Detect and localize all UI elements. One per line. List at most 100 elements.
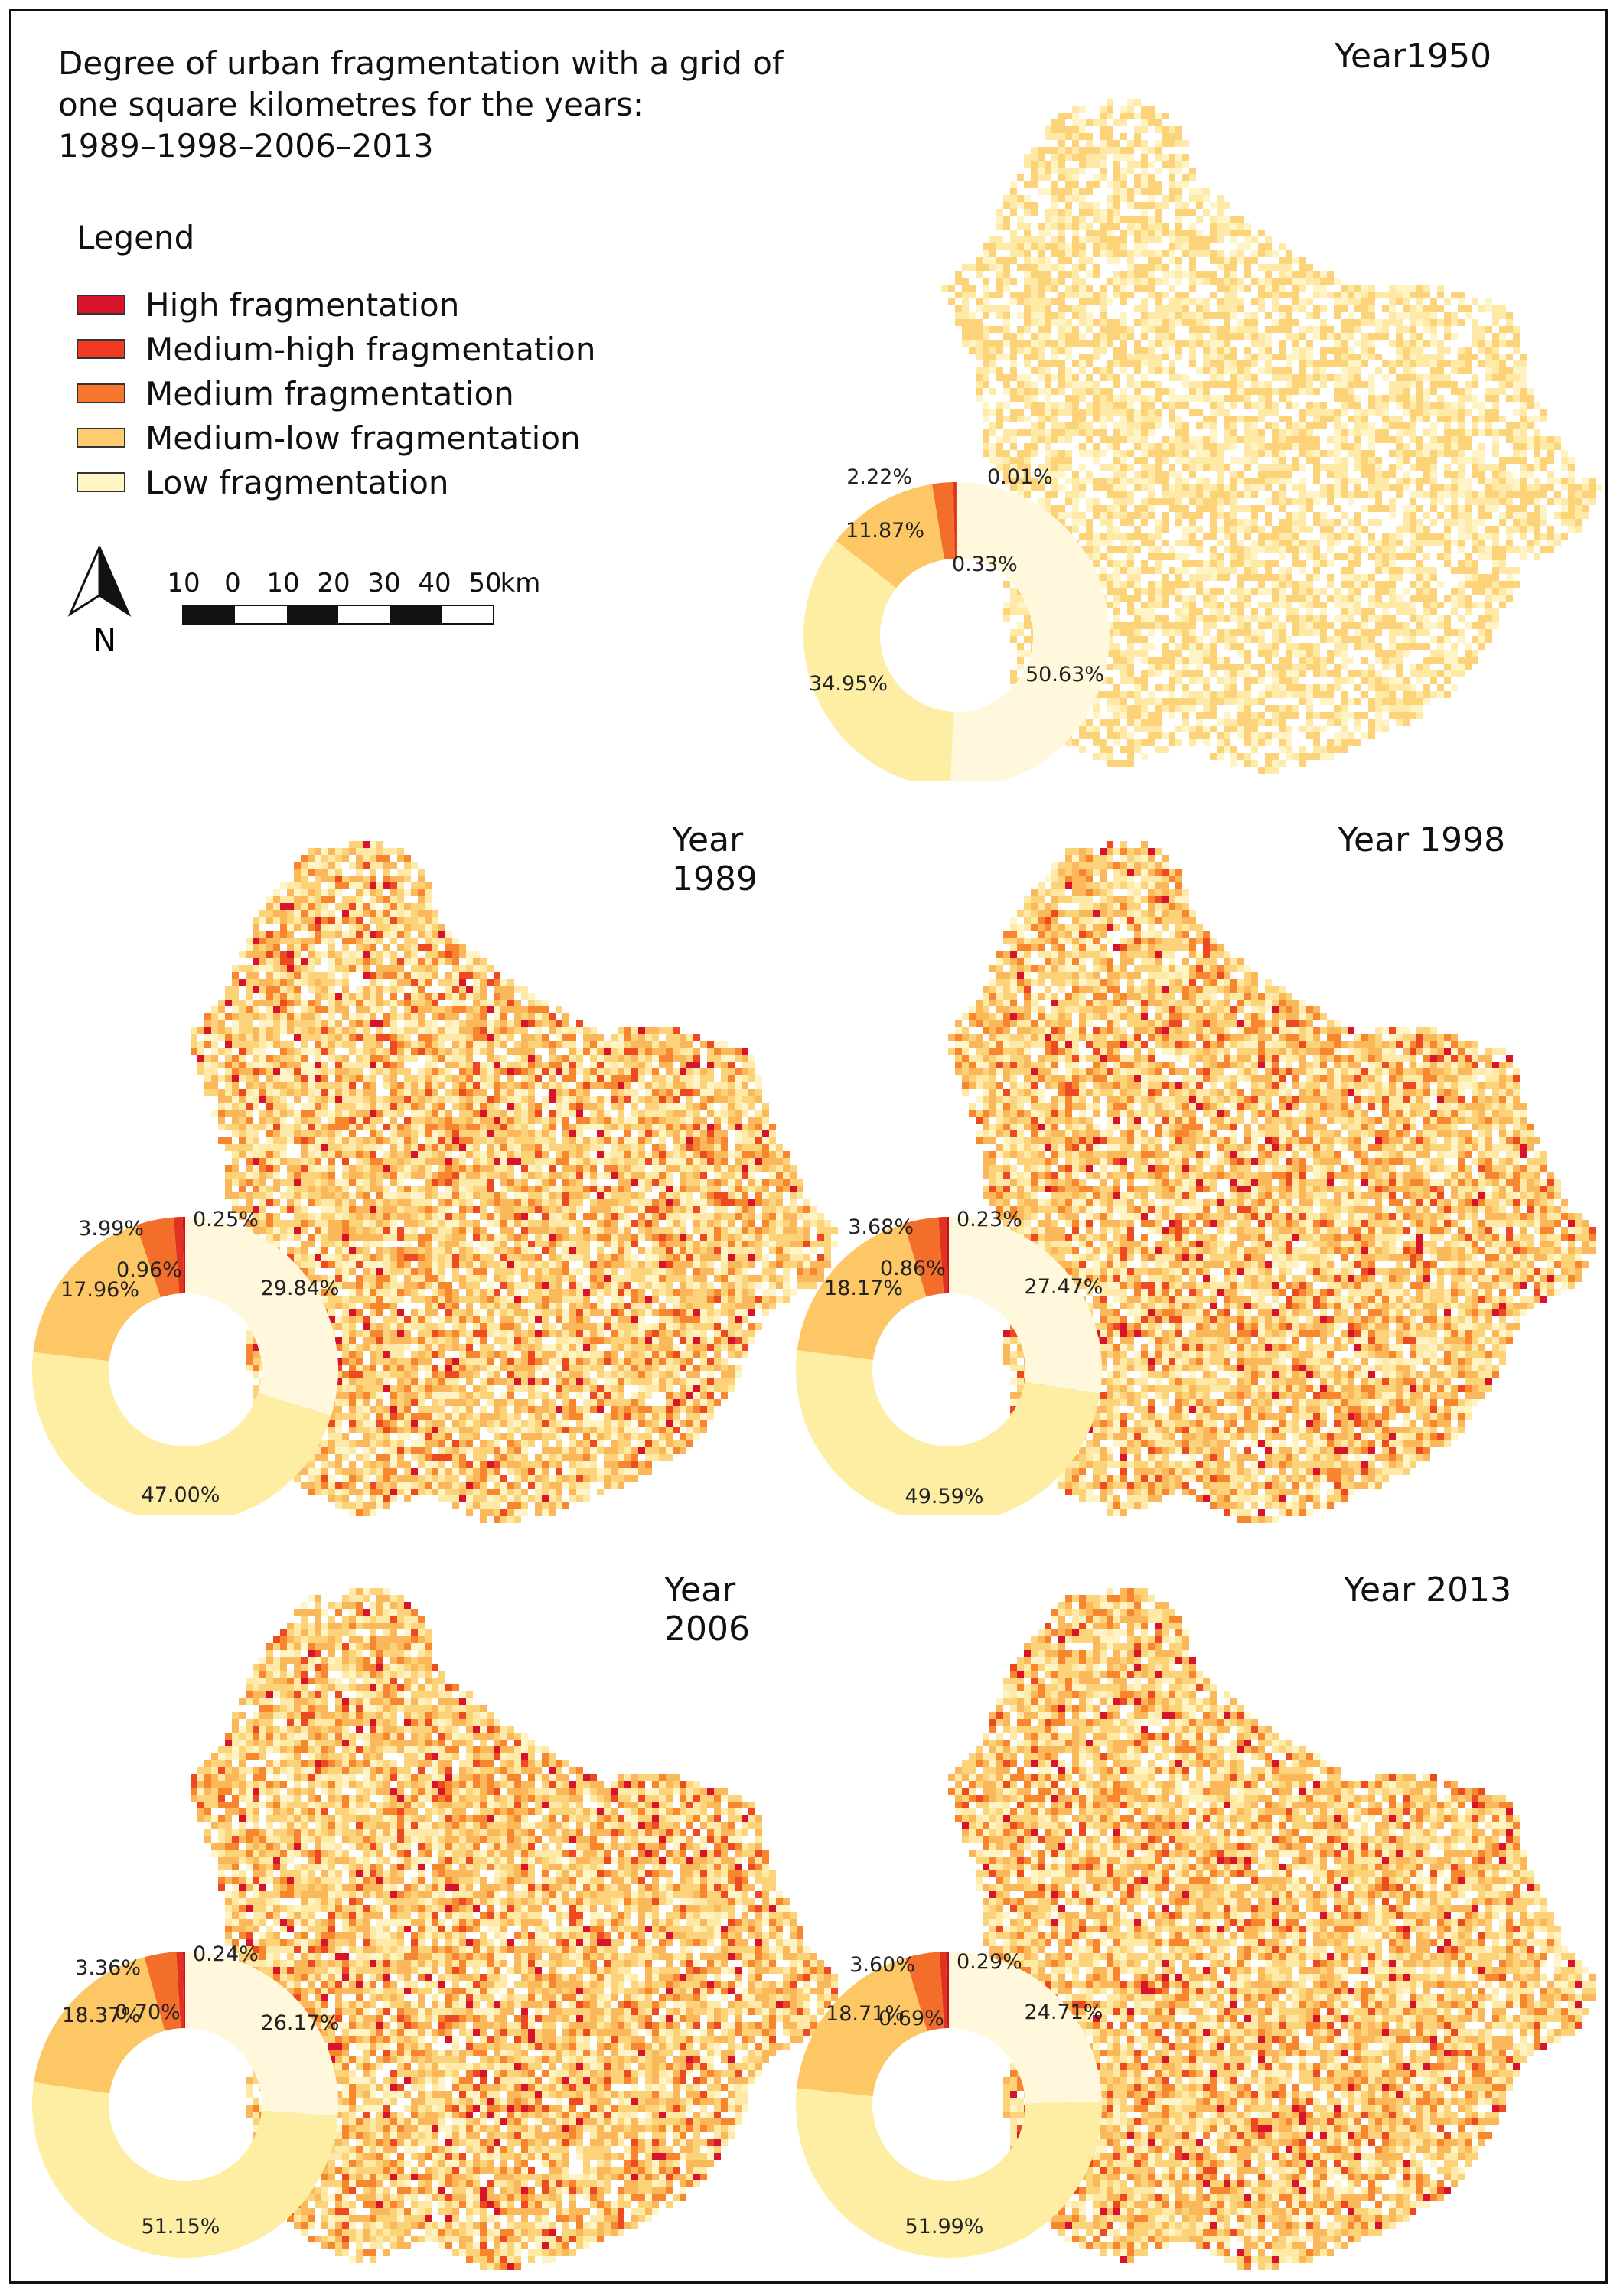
- donut-chart-1998: 0.23% 0.86% 3.68% 18.17% 49.59% 27.47%: [796, 1208, 1103, 1515]
- legend-swatch-medium: [77, 383, 125, 403]
- scale-bar-labels: 10 0 10 20 30 40 50 km: [167, 568, 540, 605]
- north-label: N: [93, 623, 116, 658]
- donut-value-label: 29.84%: [261, 1277, 340, 1300]
- donut-slice: [950, 482, 1110, 781]
- donut-slice: [31, 2082, 338, 2258]
- legend-label-medium-low: Medium-low fragmentation: [145, 419, 581, 457]
- legend-label-low: Low fragmentation: [145, 464, 449, 501]
- donut-slice: [946, 1952, 949, 2029]
- donut-slice: [144, 1952, 181, 2031]
- donut-value-label: 3.60%: [849, 1953, 915, 1977]
- fragmentation-map-1998: [948, 841, 1596, 1523]
- donut-value-label: 3.99%: [78, 1217, 144, 1241]
- donut-value-label: 18.37%: [62, 2004, 141, 2027]
- panel-2006: Year 2006 0.24% 0.70% 3.36% 18.37% 51.15% 26.…: [0, 1538, 838, 2288]
- fragmentation-map-1950: [941, 99, 1602, 774]
- donut-value-label: 26.17%: [261, 2011, 340, 2035]
- donut-slice: [803, 540, 954, 781]
- donut-value-label: 18.17%: [824, 1277, 903, 1300]
- donut-chart-2013: 0.29% 0.69% 3.60% 18.71% 51.99% 24.71%: [796, 1950, 1103, 2258]
- donut-chart-1989: 0.25% 0.96% 3.99% 17.96% 47.00% 29.84%: [31, 1208, 340, 1515]
- donut-slice: [185, 1952, 338, 2116]
- scale-tick-label: 10: [266, 568, 299, 598]
- panel-1950: Year1950 0.01% 0.33% 2.22% 11.87% 34.95% 50.6…: [0, 0, 1620, 788]
- donut-slice: [836, 484, 944, 589]
- legend-swatch-high: [77, 295, 125, 315]
- donut-value-label: 3.36%: [75, 1956, 141, 1980]
- donut-value-label: 0.01%: [987, 465, 1053, 489]
- legend-item-medium-low: Medium-low fragmentation: [77, 416, 596, 460]
- donut-slice: [949, 1952, 1102, 2104]
- donut-value-label: 2.22%: [846, 465, 912, 489]
- map-cells: [941, 99, 1602, 774]
- scale-bar: 10 0 10 20 30 40 50 km: [167, 568, 540, 625]
- legend-label-high: High fragmentation: [145, 286, 459, 324]
- map-cells: [191, 1588, 838, 2270]
- legend-item-low: Low fragmentation: [77, 460, 596, 504]
- donut-slice: [949, 1217, 1102, 1394]
- donut-slice: [797, 1223, 927, 1361]
- donut-value-label: 24.71%: [1025, 2001, 1103, 2024]
- donut-slice: [938, 1217, 948, 1294]
- donut-slice: [185, 1217, 338, 1416]
- donut-value-label: 3.68%: [848, 1215, 914, 1239]
- donut-slice: [905, 1952, 944, 2032]
- donut-slice: [931, 482, 955, 560]
- fragmentation-map-2006: [191, 1588, 838, 2270]
- scale-unit: km: [500, 568, 541, 598]
- scale-tick-label: 0: [224, 568, 241, 598]
- donut-value-label: 17.96%: [60, 1278, 139, 1302]
- map-cells: [948, 841, 1596, 1523]
- north-arrow-icon: N: [67, 546, 132, 658]
- donut-slice: [797, 1958, 927, 2097]
- scale-segment: [390, 606, 442, 623]
- title-line-3: 1989–1998–2006–2013: [58, 126, 808, 167]
- scale-bar-graphic: [182, 605, 494, 625]
- year-title-1950: Year1950: [1335, 37, 1491, 76]
- donut-value-label: 27.47%: [1025, 1275, 1103, 1299]
- scale-tick-label: 30: [367, 568, 400, 598]
- scale-tick-label: 20: [317, 568, 350, 598]
- map-cells: [948, 1588, 1596, 2270]
- donut-value-label: 11.87%: [846, 519, 924, 543]
- legend-swatch-medium-low: [77, 428, 125, 448]
- donut-slice: [173, 1217, 184, 1294]
- donut-slice: [953, 482, 957, 559]
- scale-segment: [337, 606, 390, 623]
- donut-value-label: 0.24%: [193, 1942, 259, 1966]
- donut-slice: [947, 1217, 949, 1294]
- scale-tick-label: 40: [418, 568, 451, 598]
- donut-slice: [182, 1217, 185, 1294]
- donut-chart-1950: 0.01% 0.33% 2.22% 11.87% 34.95% 50.63%: [803, 465, 1110, 781]
- donut-value-label: 0.33%: [952, 553, 1018, 576]
- donut-value-label: 0.23%: [957, 1208, 1022, 1231]
- scale-segment: [184, 606, 236, 623]
- donut-slice: [182, 1952, 185, 2029]
- legend-label-medium-high: Medium-high fragmentation: [145, 331, 596, 368]
- donut-slice: [796, 2088, 1102, 2258]
- scale-tick-label: 10: [167, 568, 200, 598]
- donut-slice: [939, 1952, 948, 2029]
- scale-segment: [286, 606, 338, 623]
- legend-title: Legend: [77, 219, 596, 256]
- scale-segment: [441, 606, 493, 623]
- panel-1998: Year 1998 0.23% 0.86% 3.68% 18.17% 49.59% 27.…: [796, 788, 1607, 1538]
- scale-tick-label: 50: [468, 568, 501, 598]
- donut-value-label: 0.96%: [116, 1258, 182, 1282]
- year-title-2006: Year 2006: [664, 1570, 811, 1649]
- legend-item-medium: Medium fragmentation: [77, 371, 596, 416]
- north-arrow: N: [61, 543, 138, 661]
- map-title: Degree of urban fragmentation with a gri…: [58, 43, 808, 167]
- scale-segment: [235, 606, 287, 623]
- donut-slice: [796, 1350, 1100, 1515]
- map-frame: [9, 9, 1608, 2284]
- donut-slice: [33, 1225, 161, 1362]
- donut-value-label: 18.71%: [826, 2002, 905, 2026]
- year-title-1989: Year 1989: [672, 820, 811, 899]
- donut-slice: [31, 1352, 331, 1515]
- donut-slice: [903, 1217, 944, 1297]
- donut-value-label: 0.25%: [193, 1208, 259, 1231]
- panel-2013: Year 2013 0.29% 0.69% 3.60% 18.71% 51.99% 24.…: [796, 1538, 1607, 2288]
- year-title-2013: Year 2013: [1344, 1570, 1511, 1609]
- donut-value-label: 49.59%: [905, 1485, 984, 1508]
